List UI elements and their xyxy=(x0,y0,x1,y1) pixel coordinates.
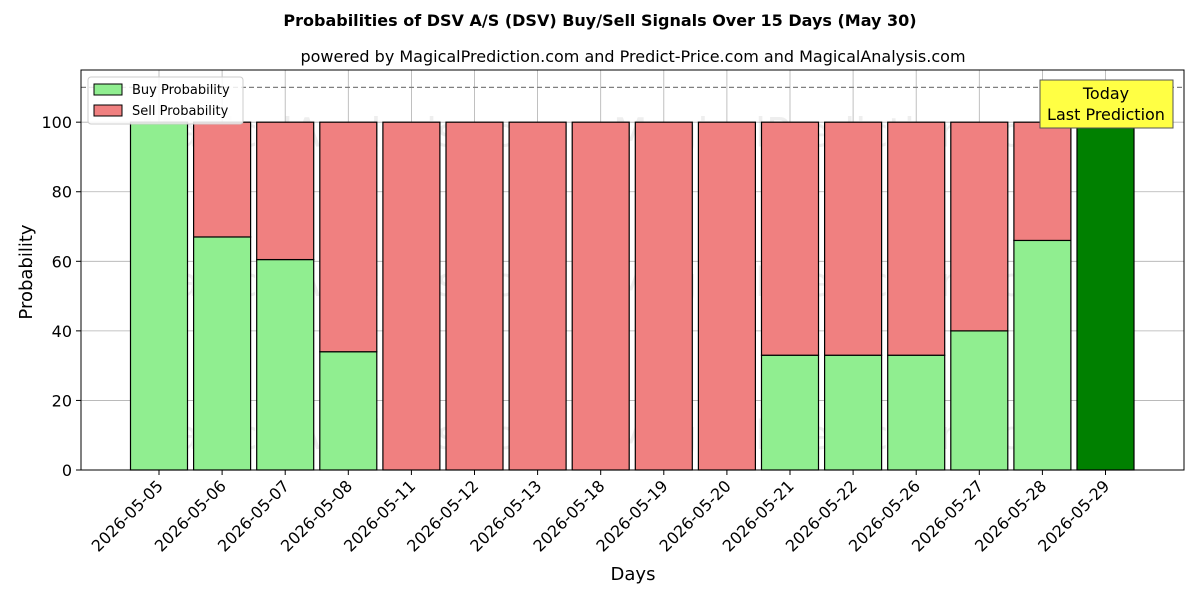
buy-bar xyxy=(887,354,946,471)
legend-label: Sell Probability xyxy=(132,104,229,119)
today-annotation: Today Last Prediction xyxy=(1039,79,1174,129)
y-tick-label: 20 xyxy=(52,391,72,410)
buy-bar xyxy=(950,330,1009,471)
sell-bar xyxy=(382,121,441,471)
legend-label: Buy Probability xyxy=(132,83,230,98)
x-axis-label: Days xyxy=(611,564,656,585)
sell-bar xyxy=(697,121,757,471)
buy-bar xyxy=(256,258,315,471)
sell-bar xyxy=(256,121,315,261)
sell-bar xyxy=(950,121,1009,332)
sell-bar xyxy=(634,121,693,471)
y-tick-label: 40 xyxy=(52,322,72,341)
buy-bar xyxy=(1076,121,1135,471)
sell-bar xyxy=(445,121,504,471)
buy-bar xyxy=(193,236,252,471)
sell-bar xyxy=(887,121,946,356)
buy-bar xyxy=(129,121,189,471)
legend-swatch xyxy=(93,104,123,117)
sell-bar xyxy=(571,121,630,471)
buy-bar xyxy=(823,354,883,471)
annotation-text: Today xyxy=(1082,84,1129,103)
chart-subtitle: powered by MagicalPrediction.com and Pre… xyxy=(300,47,965,66)
buy-bar xyxy=(319,351,378,471)
annotation-box xyxy=(1039,79,1174,129)
sell-bar xyxy=(760,121,820,356)
sell-bar xyxy=(319,121,378,353)
sell-bar xyxy=(1013,121,1072,242)
chart-title: Probabilities of DSV A/S (DSV) Buy/Sell … xyxy=(283,11,916,30)
bars xyxy=(129,121,1135,471)
annotation-text: Last Prediction xyxy=(1047,105,1165,124)
sell-bar xyxy=(508,121,567,471)
sell-bar xyxy=(823,121,883,356)
plot-frame xyxy=(80,69,1185,471)
axes xyxy=(80,69,1185,471)
y-axis-label: Probability xyxy=(16,224,37,319)
y-tick-label: 0 xyxy=(62,461,72,480)
legend-swatch xyxy=(93,83,123,96)
legend: Buy Probability Sell Probability xyxy=(87,76,244,125)
y-tick-label: 100 xyxy=(41,113,72,132)
y-tick-label: 80 xyxy=(52,183,72,202)
y-tick-label: 60 xyxy=(52,252,72,271)
legend-box xyxy=(87,76,244,125)
sell-bar xyxy=(193,121,252,238)
buy-bar xyxy=(760,354,820,471)
buy-bar xyxy=(1013,239,1072,471)
